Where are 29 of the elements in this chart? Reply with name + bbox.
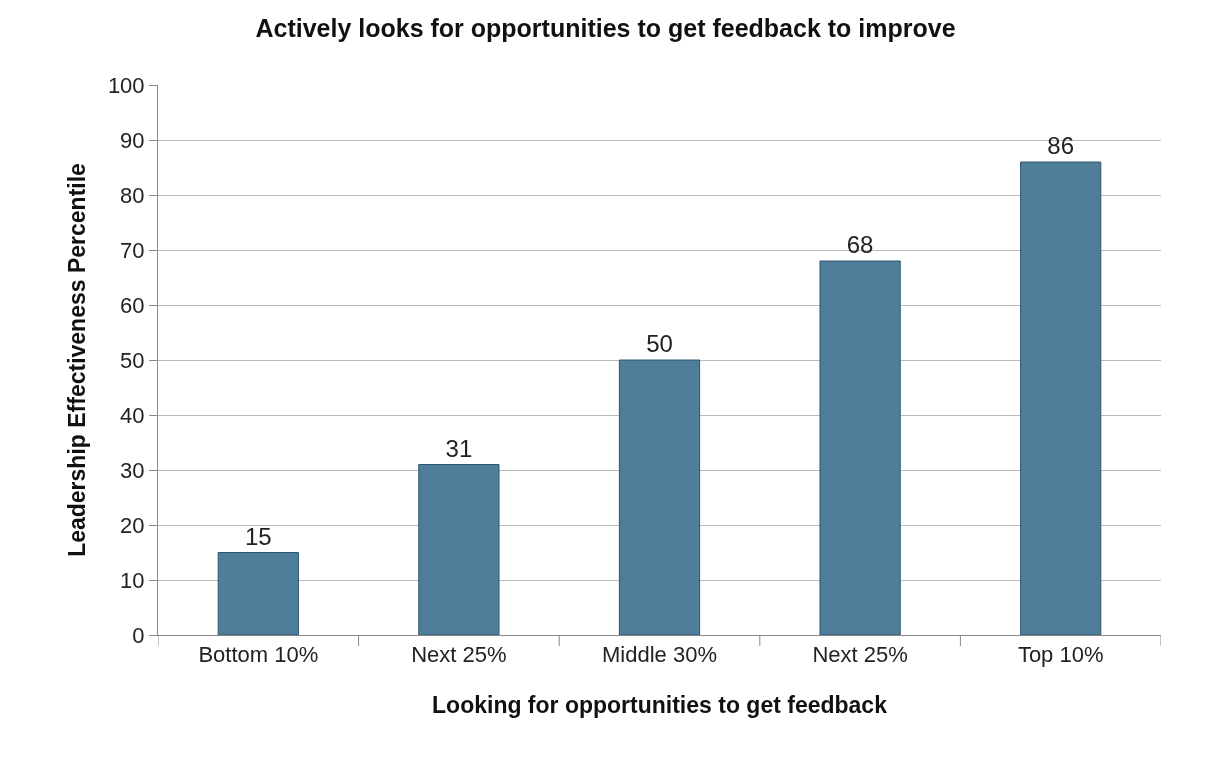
x-tick-label: Top 10%	[1017, 642, 1104, 668]
data-label: 50	[646, 330, 673, 357]
bar	[217, 552, 299, 635]
y-tick-label: 70	[120, 237, 145, 263]
bar	[418, 464, 500, 635]
data-label: 86	[1047, 132, 1075, 159]
y-tick-label: 30	[120, 457, 145, 483]
x-tick-label: Middle 30%	[602, 642, 717, 668]
y-axis-title: Leadership Effectiveness Percentile	[64, 163, 91, 557]
chart-title: Actively looks for opportunities to get feedback to improve	[255, 13, 956, 42]
bar	[819, 260, 901, 635]
x-axis-title: Looking for opportunities to get feedback	[432, 692, 888, 718]
y-tick-label: 60	[120, 292, 145, 318]
y-tick-label: 50	[120, 347, 145, 373]
x-tick-label: Next 25%	[411, 642, 507, 668]
data-label: 15	[244, 522, 272, 550]
data-label: 31	[445, 434, 473, 462]
x-tick-label: Bottom 10%	[198, 642, 319, 668]
y-tick-label: 0	[132, 622, 145, 648]
y-tick-label: 90	[120, 127, 145, 153]
y-tick-label: 20	[120, 512, 145, 538]
y-tick-label: 80	[120, 182, 145, 208]
y-tick-label: 10	[120, 567, 145, 593]
bar	[1020, 161, 1102, 635]
data-label: 68	[846, 231, 874, 258]
y-tick-label: 100	[107, 72, 145, 98]
x-tick-label: Next 25%	[812, 642, 908, 668]
bar	[618, 359, 701, 635]
y-tick-label: 40	[120, 402, 145, 428]
